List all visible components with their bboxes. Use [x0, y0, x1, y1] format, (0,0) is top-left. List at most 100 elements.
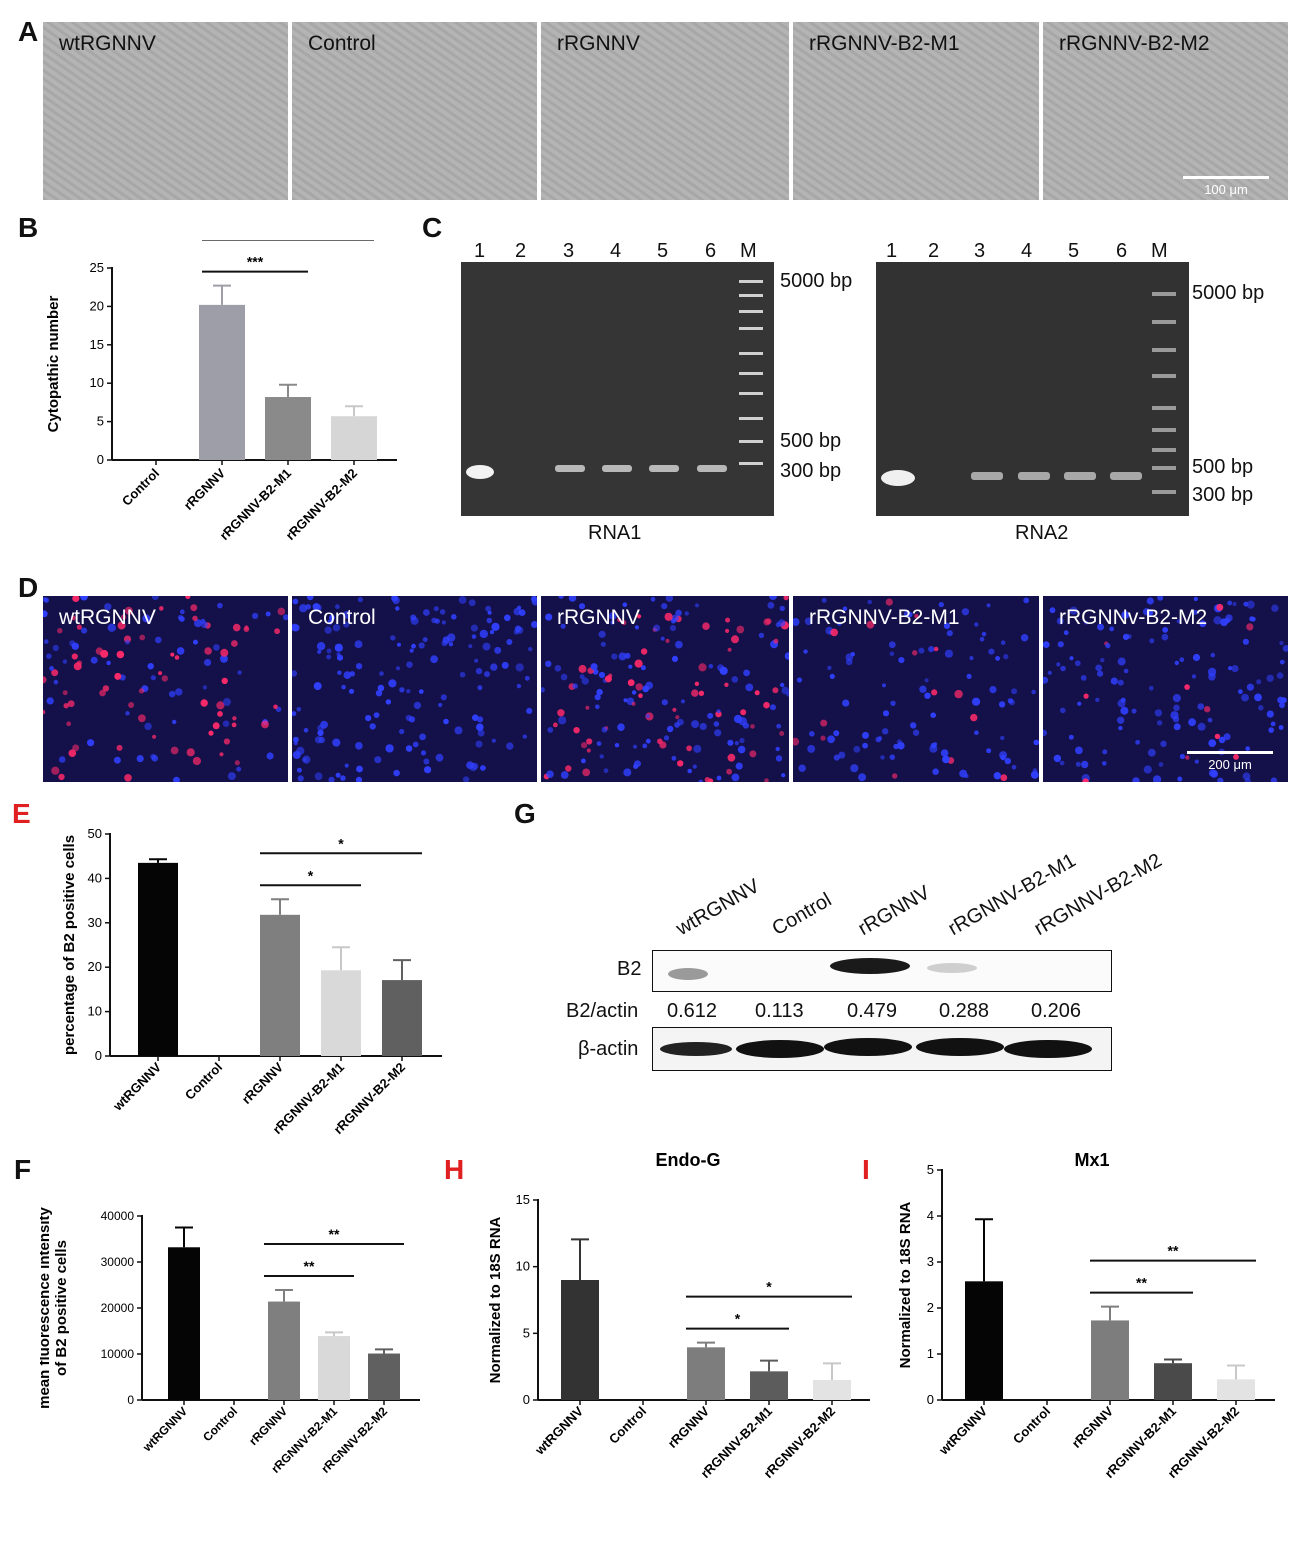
cell-dot [313, 682, 322, 691]
cell-dot [809, 731, 815, 737]
panel-letter-e: E [12, 798, 31, 829]
cell-dot [1268, 727, 1274, 733]
cell-dot [693, 744, 702, 753]
cell-dot [274, 628, 280, 635]
cell-dot [116, 650, 125, 659]
cell-dot [491, 738, 496, 743]
cell-dot [1053, 754, 1062, 763]
cell-dot [807, 744, 816, 753]
cell-dot [675, 715, 680, 720]
cell-dot [1032, 768, 1038, 774]
cell-dot [320, 720, 328, 729]
cell-dot [90, 656, 98, 664]
cell-dot [1102, 749, 1108, 755]
cell-dot [850, 764, 859, 773]
bar [331, 416, 377, 460]
cell-dot [155, 636, 162, 644]
cell-dot [867, 599, 872, 605]
marker-label: 5000 bp [780, 270, 853, 292]
cell-dot [1179, 753, 1185, 760]
significance-label: * [735, 1311, 741, 1327]
cell-dot [628, 664, 633, 669]
cell-dot [1213, 616, 1222, 625]
cell-dot [1117, 679, 1124, 686]
cell-dot [1060, 707, 1066, 714]
cell-dot [634, 760, 641, 768]
cell-dot [208, 730, 214, 736]
cell-dot [355, 742, 363, 750]
x-tick-label: Control [119, 466, 162, 509]
cell-dot [779, 605, 785, 612]
cell-dot [1208, 739, 1217, 747]
cell-dot [516, 683, 522, 689]
cell-dot [1154, 709, 1163, 717]
cell-dot [475, 740, 483, 748]
cell-dot [62, 659, 68, 664]
cell-dot [1173, 704, 1180, 712]
cell-dot [634, 625, 639, 630]
marker-label: 300 bp [1192, 484, 1254, 506]
bar [750, 1371, 788, 1400]
bar [199, 304, 245, 460]
cell-dot [1184, 684, 1190, 690]
panel-letter-f: F [14, 1154, 32, 1185]
cell-dot [919, 685, 927, 693]
cell-dot [420, 750, 427, 756]
y-tick-label: 25 [90, 260, 104, 275]
cell-dot [780, 682, 785, 688]
cell-dot [933, 646, 939, 652]
gel-rna1 [461, 262, 774, 516]
cell-dot [842, 606, 848, 611]
cell-dot [43, 709, 46, 715]
bar [561, 1280, 599, 1400]
cell-dot [786, 691, 789, 697]
cell-dot [660, 636, 665, 641]
cell-dot [763, 618, 771, 626]
cell-dot [385, 699, 392, 705]
cell-dot [296, 767, 302, 773]
cell-dot [617, 723, 625, 731]
cell-dot [880, 755, 885, 760]
cell-dot [972, 697, 981, 706]
cell-dot [423, 609, 430, 616]
x-tick-label: rRGNNV [181, 465, 229, 513]
cell-dot [618, 652, 627, 661]
cell-dot [297, 775, 304, 782]
cell-dot [202, 685, 208, 690]
cell-dot [691, 689, 699, 697]
micrograph-control: Control [292, 22, 537, 200]
cell-dot [661, 603, 668, 610]
cell-dot [431, 617, 437, 624]
cell-dot [151, 596, 159, 601]
bar [1091, 1320, 1129, 1400]
cell-dot [1192, 609, 1198, 615]
cell-dot [590, 663, 598, 671]
cell-dot [964, 773, 969, 779]
cell-dot [388, 679, 397, 688]
cell-dot [1199, 620, 1207, 628]
cell-dot [661, 699, 668, 706]
cell-dot [474, 658, 479, 663]
cell-dot [1197, 703, 1205, 710]
cell-dot [1118, 725, 1123, 731]
cell-dot [515, 663, 524, 672]
cell-dot [961, 608, 970, 616]
cell-dot [1246, 623, 1254, 631]
cell-dot [439, 609, 446, 615]
cell-dot [1149, 638, 1155, 644]
cell-dot [1232, 601, 1237, 607]
cell-dot [845, 653, 854, 661]
cell-dot [653, 624, 661, 632]
cell-dot [204, 658, 212, 667]
cell-dot [476, 723, 484, 731]
x-tick-label: Control [1010, 1404, 1053, 1447]
micrograph-label: wtRGNNV [59, 606, 156, 629]
lane-label: 1 [886, 240, 898, 262]
cell-dot [293, 736, 299, 743]
chart-h: Endo-G 0 5 10 15 Normalized to 18S RNA wtRGNNV… [487, 1150, 870, 1481]
y-tick-label: 0 [95, 1048, 102, 1063]
blot-ratio-label: B2/actin [566, 1000, 639, 1022]
cell-dot [1161, 633, 1169, 641]
cell-dot [405, 745, 413, 752]
cell-dot [862, 731, 869, 739]
